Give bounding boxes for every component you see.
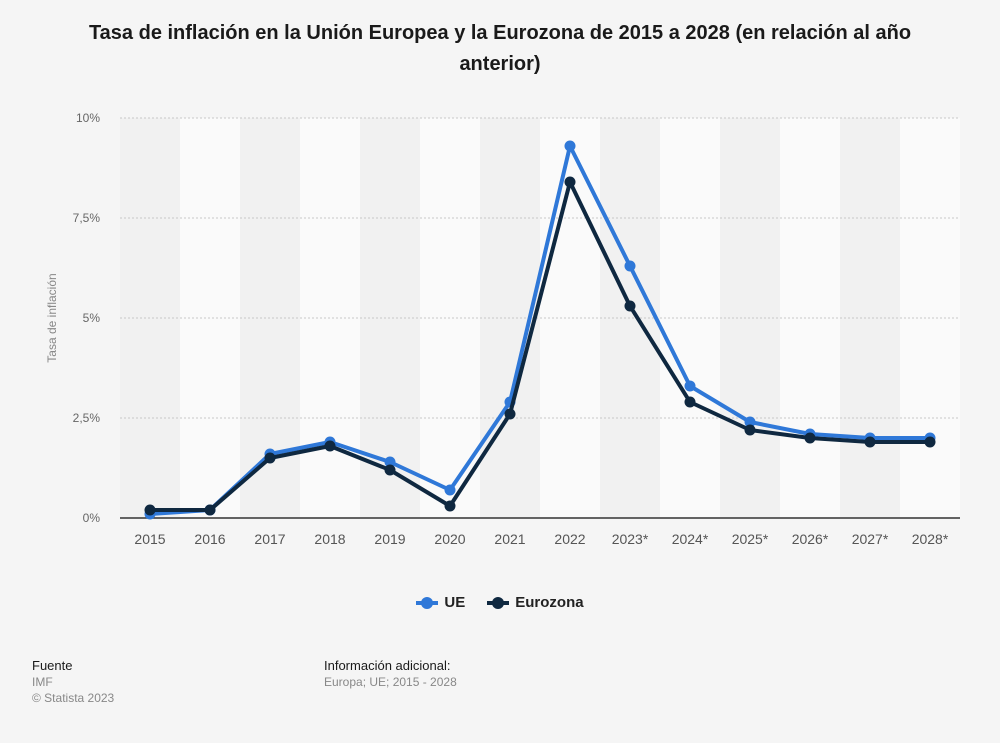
x-tick-label: 2021 xyxy=(494,531,525,547)
x-tick-label: 2017 xyxy=(254,531,285,547)
chart-title: Tasa de inflación en la Unión Europea y … xyxy=(88,22,912,75)
data-point-ue[interactable] xyxy=(624,260,636,272)
y-axis-label: Tasa de inflación xyxy=(45,273,59,362)
gridlines xyxy=(120,117,960,519)
legend-item-eurozona[interactable]: Eurozona xyxy=(487,594,584,611)
x-tick-label: 2022 xyxy=(554,531,585,547)
source-value: IMF xyxy=(32,675,53,689)
x-tick-label: 2020 xyxy=(434,531,465,547)
legend-label-eurozona: Eurozona xyxy=(515,594,584,611)
series-line-eurozona xyxy=(148,180,932,512)
data-point-eurozona[interactable] xyxy=(264,452,276,464)
x-tick-label: 2025* xyxy=(732,531,769,547)
legend-label-ue: UE xyxy=(444,594,466,611)
legend-marker-eurozona xyxy=(487,596,510,609)
x-tick-label: 2018 xyxy=(314,531,345,547)
y-tick-label: 7,5% xyxy=(73,211,101,225)
info-value: Europa; UE; 2015 - 2028 xyxy=(324,675,457,689)
y-axis-ticks: 0% 2,5% 5% 7,5% 10% xyxy=(73,111,101,525)
data-point-eurozona[interactable] xyxy=(744,424,756,436)
x-axis-ticks: 2015 2016 2017 2018 2019 2020 2021 2022 2023* 202… xyxy=(134,531,948,547)
series-line-ue xyxy=(148,144,932,516)
data-point-eurozona[interactable] xyxy=(564,176,576,188)
x-tick-label: 2016 xyxy=(194,531,225,547)
x-tick-label: 2024* xyxy=(672,531,709,547)
info-block: Información adicional: Europa; UE; 2015 … xyxy=(324,658,457,690)
data-point-eurozona[interactable] xyxy=(324,440,336,452)
data-point-eurozona[interactable] xyxy=(444,500,456,512)
data-point-eurozona[interactable] xyxy=(684,396,696,408)
data-point-ue[interactable] xyxy=(564,140,576,152)
data-point-eurozona[interactable] xyxy=(144,504,156,516)
copyright: © Statista 2023 xyxy=(32,691,115,705)
data-point-eurozona[interactable] xyxy=(504,408,516,420)
y-tick-label: 10% xyxy=(76,111,100,125)
x-tick-label: 2028* xyxy=(912,531,949,547)
x-tick-label: 2027* xyxy=(852,531,889,547)
data-point-eurozona[interactable] xyxy=(924,436,936,448)
series-eurozona xyxy=(144,176,936,516)
x-tick-label: 2019 xyxy=(374,531,405,547)
data-point-ue[interactable] xyxy=(744,416,756,428)
data-point-ue[interactable] xyxy=(684,380,696,392)
y-tick-label: 2,5% xyxy=(73,411,101,425)
y-tick-label: 0% xyxy=(83,511,101,525)
data-point-eurozona[interactable] xyxy=(204,504,216,516)
info-label: Información adicional: xyxy=(324,658,451,673)
data-point-ue[interactable] xyxy=(444,484,456,496)
x-tick-label: 2026* xyxy=(792,531,829,547)
source-block: Fuente IMF © Statista 2023 xyxy=(32,658,114,706)
legend-item-ue[interactable]: UE xyxy=(416,594,465,611)
series-lines xyxy=(144,140,936,520)
data-point-ue[interactable] xyxy=(384,456,396,468)
y-tick-label: 5% xyxy=(83,311,101,325)
source-label: Fuente xyxy=(32,658,73,673)
data-point-eurozona[interactable] xyxy=(384,464,396,476)
data-point-eurozona[interactable] xyxy=(804,432,816,444)
x-tick-label: 2015 xyxy=(134,531,165,547)
x-tick-label: 2023* xyxy=(612,531,649,547)
legend-marker-ue xyxy=(416,596,439,609)
data-point-eurozona[interactable] xyxy=(624,300,636,312)
legend: UE Eurozona xyxy=(0,594,1000,611)
data-point-eurozona[interactable] xyxy=(864,436,876,448)
